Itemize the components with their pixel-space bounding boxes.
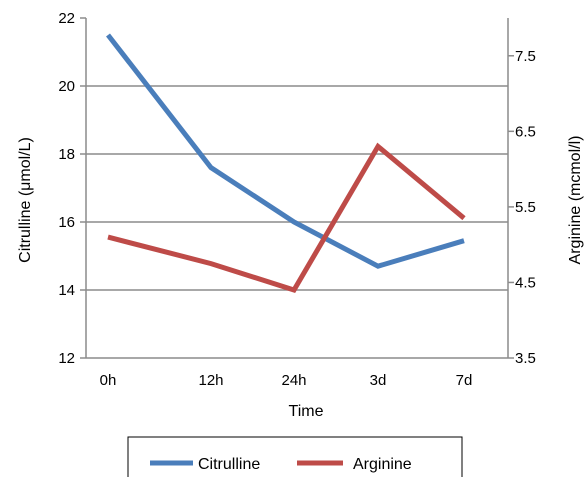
x-tick-label: 7d — [456, 372, 473, 389]
y-left-tick-label: 16 — [58, 214, 75, 231]
y-left-tick-label: 12 — [58, 350, 75, 367]
grid-lines — [86, 86, 508, 290]
series-line-citrulline — [108, 35, 464, 266]
x-tick-label: 3d — [370, 372, 387, 389]
y-left-tick-label: 18 — [58, 146, 75, 163]
x-tick-label: 0h — [100, 372, 117, 389]
y-left-tick-label: 14 — [58, 282, 75, 299]
legend-label-arginine: Arginine — [353, 456, 412, 473]
x-tick-label: 12h — [198, 372, 223, 389]
y-right-tick-label: 6.5 — [515, 123, 536, 140]
y-right-tick-label: 3.5 — [515, 350, 536, 367]
y-right-tick-label: 7.5 — [515, 48, 536, 65]
series-lines — [108, 35, 464, 290]
axes — [80, 18, 514, 358]
y-right-tick-label: 4.5 — [515, 274, 536, 291]
legend-box — [128, 437, 462, 477]
y-right-tick-label: 5.5 — [515, 199, 536, 216]
legend-label-citrulline: Citrulline — [198, 456, 260, 473]
y-axis-right-title: Arginine (mcmol/l) — [567, 136, 584, 265]
x-tick-label: 24h — [281, 372, 306, 389]
x-axis-title: Time — [289, 403, 324, 420]
y-axis-left-title: Citrulline (μmol/L) — [17, 137, 34, 263]
y-left-tick-label: 22 — [58, 10, 75, 27]
legend: Citrulline Arginine — [128, 437, 462, 477]
y-left-tick-label: 20 — [58, 78, 75, 95]
